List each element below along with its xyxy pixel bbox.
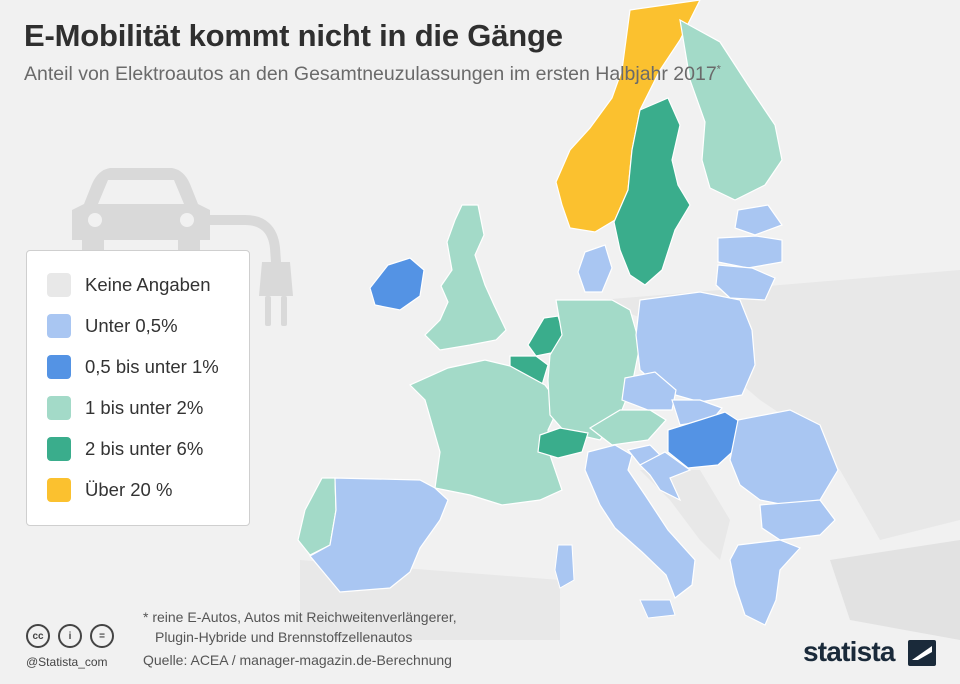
legend: Keine Angaben Unter 0,5% 0,5 bis unter 1… (26, 250, 250, 526)
legend-item-1-to-2: 1 bis unter 2% (47, 395, 203, 421)
source-note: Quelle: ACEA / manager-magazin.de-Berech… (143, 652, 452, 668)
legend-item-0-5-to-1: 0,5 bis unter 1% (47, 354, 219, 380)
legend-item-no-data: Keine Angaben (47, 272, 211, 298)
footnote: * reine E-Autos, Autos mit Reichweitenve… (143, 607, 563, 647)
subtitle-footnote-mark: * (716, 63, 721, 76)
car-charging-icon (72, 168, 293, 326)
legend-swatch (47, 437, 71, 461)
license-icons: cc i = (26, 624, 122, 648)
legend-label: 1 bis unter 2% (85, 397, 204, 418)
country-czechia (621, 371, 677, 411)
legend-label: Über 20 % (85, 479, 173, 500)
country-estonia (734, 204, 783, 236)
map-background-land-south (830, 540, 960, 640)
footnote-line-1: * reine E-Autos, Autos mit Reichweitenve… (143, 609, 457, 625)
footnote-line-2: Plugin-Hybride und Brennstoffzellenautos (155, 629, 413, 645)
legend-swatch (47, 314, 71, 338)
country-finland (679, 18, 783, 201)
chart-subtitle: Anteil von Elektroautos an den Gesamtneu… (24, 63, 721, 86)
country-latvia (717, 235, 783, 269)
nd-icon[interactable]: = (90, 624, 114, 648)
legend-swatch (47, 478, 71, 502)
legend-label: Keine Angaben (85, 274, 211, 295)
country-ireland (369, 257, 425, 311)
statista-logo-icon[interactable] (908, 640, 936, 666)
country-united-kingdom (424, 204, 507, 351)
legend-swatch (47, 396, 71, 420)
legend-swatch (47, 273, 71, 297)
statista-logo-text[interactable]: statista (803, 636, 895, 667)
subtitle-text: Anteil von Elektroautos an den Gesamtneu… (24, 63, 717, 85)
country-italy (584, 444, 696, 599)
legend-label: Unter 0,5% (85, 315, 178, 336)
country-denmark (577, 244, 613, 293)
legend-item-under-0-5: Unter 0,5% (47, 313, 178, 339)
country-lithuania (715, 264, 776, 301)
legend-label: 2 bis unter 6% (85, 438, 204, 459)
legend-item-over-20: Über 20 % (47, 477, 172, 503)
statista-handle[interactable]: @Statista_com (26, 655, 108, 669)
legend-item-2-to-6: 2 bis unter 6% (47, 436, 203, 462)
country-germany (547, 299, 641, 441)
by-icon[interactable]: i (58, 624, 82, 648)
country-spain (309, 477, 449, 593)
country-greece (729, 539, 802, 626)
country-austria (588, 409, 667, 446)
country-norway (555, 0, 701, 233)
legend-swatch (47, 355, 71, 379)
country-france (408, 359, 563, 506)
country-croatia (638, 451, 692, 502)
country-sweden (613, 97, 691, 286)
cc-icon[interactable]: cc (26, 624, 50, 648)
chart-title: E-Mobilität kommt nicht in die Gänge (24, 18, 563, 53)
legend-label: 0,5 bis unter 1% (85, 356, 219, 377)
country-bulgaria (759, 499, 836, 541)
country-switzerland (537, 427, 589, 459)
island-sicily (639, 599, 676, 619)
island-sardinia (554, 544, 575, 589)
country-poland (635, 291, 756, 403)
map-background-land (300, 270, 960, 640)
